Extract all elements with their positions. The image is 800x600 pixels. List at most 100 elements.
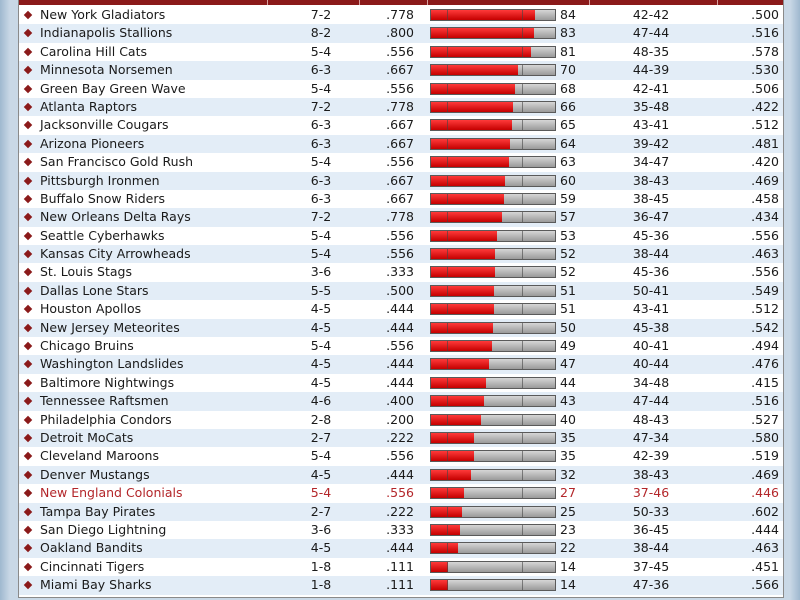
table-row[interactable]: St. Louis Stags 3-6 .333 52 45-36 .556 [19,263,783,282]
team-name-link[interactable]: San Diego Lightning [40,521,167,537]
team-name-link[interactable]: Washington Landslides [40,356,184,372]
team-name-link[interactable]: Cleveland Maroons [40,448,159,464]
score-bar [430,413,556,426]
team-name-link[interactable]: San Francisco Gold Rush [40,154,194,170]
team-name-link[interactable]: Seattle Cyberhawks [40,227,165,243]
table-row[interactable]: New England Colonials 5-4 .556 27 37-46 .446 [19,484,783,503]
team-name-link[interactable]: Oakland Bandits [40,540,143,556]
table-row[interactable]: Tampa Bay Pirates 2-7 .222 25 50-33 .602 [19,502,783,521]
team-name-link[interactable]: St. Louis Stags [40,264,132,280]
team-name-link[interactable]: Pittsburgh Ironmen [40,172,160,188]
team-name-link[interactable]: Miami Bay Sharks [40,577,152,593]
team-name-link[interactable]: New Jersey Meteorites [40,319,180,335]
table-row[interactable]: Miami Bay Sharks 1-8 .111 14 47-36 .566 [19,576,783,595]
table-row[interactable]: Green Bay Green Wave 5-4 .556 68 42-41 .506 [19,79,783,98]
team-name-link[interactable]: Cincinnati Tigers [40,558,145,574]
team-name-link[interactable]: Jacksonville Cougars [40,117,169,133]
team-name-link[interactable]: Detroit MoCats [40,429,134,445]
split-record-cell: 37-45 [632,558,670,574]
team-name-link[interactable]: Denver Mustangs [40,466,150,482]
team-name-link[interactable]: New Orleans Delta Rays [40,209,191,225]
score-value-cell: 53 [560,227,576,243]
diamond-bullet-icon [23,360,33,369]
team-name-link[interactable]: Buffalo Snow Riders [40,190,165,206]
table-row[interactable]: Cleveland Maroons 5-4 .556 35 42-39 .519 [19,447,783,466]
team-name-link[interactable]: Kansas City Arrowheads [40,246,191,262]
record-cell: 6-3 [310,135,332,151]
table-row[interactable]: Detroit MoCats 2-7 .222 35 47-34 .580 [19,428,783,448]
win-pct-cell: .444 [386,301,414,317]
team-name-link[interactable]: Arizona Pioneers [40,135,145,151]
team-name-link[interactable]: Indianapolis Stallions [40,25,173,41]
score-bar-fill [431,193,505,204]
table-row[interactable]: Minnesota Norsemen 6-3 .667 70 44-39 .530 [19,61,783,80]
team-name-link[interactable]: Green Bay Green Wave [40,80,186,96]
score-value-cell: 52 [560,246,576,262]
table-row[interactable]: Pittsburgh Ironmen 6-3 .667 60 38-43 .469 [19,171,783,190]
score-bar-tick [447,524,449,535]
score-bar-fill [431,432,475,443]
table-row[interactable]: Carolina Hill Cats 5-4 .556 81 48-35 .578 [19,42,783,62]
table-row[interactable]: Buffalo Snow Riders 6-3 .667 59 38-45 .458 [19,189,783,209]
score-bar [430,340,556,353]
score-bar [430,156,556,169]
team-name-link[interactable]: New England Colonials [40,485,183,501]
table-row[interactable]: Washington Landslides 4-5 .444 47 40-44 .476 [19,355,783,374]
split-record-cell: 50-41 [632,282,670,298]
score-bar-tick [521,249,523,260]
team-name-link[interactable]: Houston Apollos [40,301,142,317]
score-value-cell: 68 [560,80,576,96]
table-row[interactable]: Denver Mustangs 4-5 .444 32 38-43 .469 [19,465,783,485]
table-row[interactable]: Atlanta Raptors 7-2 .778 66 35-48 .422 [19,97,783,117]
score-bar [430,487,556,500]
record-cell: 4-5 [310,374,332,390]
score-bar-fill [431,249,496,260]
score-value-cell: 35 [560,448,576,464]
record-cell: 1-8 [310,558,332,574]
table-row[interactable]: Cincinnati Tigers 1-8 .111 14 37-45 .451 [19,557,783,577]
table-row[interactable]: Oakland Bandits 4-5 .444 22 38-44 .463 [19,539,783,558]
table-header [19,0,783,5]
table-row[interactable]: San Francisco Gold Rush 5-4 .556 63 34-47 .42… [19,153,783,172]
record-cell: 4-5 [310,319,332,335]
table-row[interactable]: Philadelphia Condors 2-8 .200 40 48-43 .527 [19,410,783,429]
table-row[interactable]: Seattle Cyberhawks 5-4 .556 53 45-36 .556 [19,226,783,246]
table-row[interactable]: Baltimore Nightwings 4-5 .444 44 34-48 .415 [19,373,783,393]
table-row[interactable]: Dallas Lone Stars 5-5 .500 51 50-41 .549 [19,281,783,301]
team-name-link[interactable]: New York Gladiators [40,7,166,22]
diamond-bullet-icon [23,121,33,130]
team-name-link[interactable]: Philadelphia Condors [40,411,172,427]
score-bar [430,560,556,573]
team-name-link[interactable]: Carolina Hill Cats [40,43,147,59]
score-bar [430,137,556,150]
table-row[interactable]: Tennessee Raftsmen 4-6 .400 43 47-44 .516 [19,392,783,411]
record-cell: 5-4 [310,448,332,464]
table-row[interactable]: Houston Apollos 4-5 .444 51 43-41 .512 [19,300,783,319]
team-name-link[interactable]: Atlanta Raptors [40,98,138,114]
diamond-bullet-icon [23,470,33,480]
table-row[interactable]: Arizona Pioneers 6-3 .667 64 39-42 .481 [19,134,783,154]
table-row[interactable]: New Orleans Delta Rays 7-2 .778 57 36-47 .434 [19,208,783,227]
team-name-link[interactable]: Baltimore Nightwings [40,374,175,390]
score-bar-tick [447,414,449,425]
team-name-link[interactable]: Minnesota Norsemen [40,62,173,78]
record-cell: 6-3 [310,117,332,133]
score-bar-fill [431,341,492,352]
table-row[interactable]: Indianapolis Stallions 8-2 .800 83 47-44 .516 [19,24,783,43]
score-value-cell: 14 [560,577,576,593]
team-name-link[interactable]: Tennessee Raftsmen [40,393,169,409]
strength-of-schedule-cell: .602 [751,503,779,519]
record-cell: 5-4 [310,80,332,96]
table-row[interactable]: Kansas City Arrowheads 5-4 .556 52 38-44 .463 [19,245,783,264]
table-row[interactable]: Chicago Bruins 5-4 .556 49 40-41 .494 [19,337,783,356]
table-row[interactable]: New Jersey Meteorites 4-5 .444 50 45-38 .542 [19,318,783,338]
team-name-link[interactable]: Dallas Lone Stars [40,282,149,298]
strength-of-schedule-cell: .578 [751,43,779,59]
table-row[interactable]: New York Gladiators 7-2 .778 84 42-42 .500 [19,6,783,25]
win-pct-cell: .444 [386,466,414,482]
table-row[interactable]: Jacksonville Cougars 6-3 .667 65 43-41 .512 [19,116,783,135]
team-name-link[interactable]: Chicago Bruins [40,338,134,354]
team-name-link[interactable]: Tampa Bay Pirates [40,503,156,519]
table-row[interactable]: San Diego Lightning 3-6 .333 23 36-45 .444 [19,520,783,540]
win-pct-cell: .778 [386,98,414,114]
